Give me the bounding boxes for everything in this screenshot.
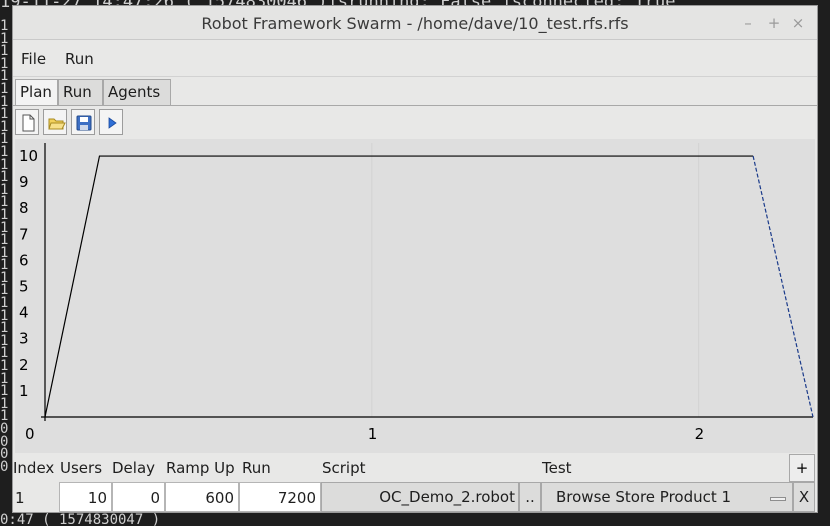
rampup-input[interactable]: 600 [165, 482, 239, 512]
scenario-chart: 1 2 3 4 5 6 7 8 9 10 0 1 2 [15, 139, 815, 453]
row-index: 1 [15, 489, 25, 507]
menu-file[interactable]: File [21, 50, 47, 68]
plan-panel: 1 2 3 4 5 6 7 8 9 10 0 1 2 Index Users Delay Ramp Up… [13, 105, 817, 513]
x-tick-label: 1 [368, 425, 378, 443]
y-tick-label: 5 [19, 278, 29, 296]
y-tick-label: 9 [19, 173, 29, 191]
series-line-rampdown [752, 155, 814, 418]
select-indicator-icon [770, 497, 786, 501]
y-tick-label: 7 [19, 225, 29, 243]
menu-run[interactable]: Run [65, 50, 94, 68]
header-users: Users [60, 459, 103, 477]
y-tick-label: 8 [19, 199, 29, 217]
new-button[interactable] [15, 109, 39, 135]
grid-header: Index Users Delay Ramp Up Run Script Tes… [13, 453, 817, 482]
table-row: 1 10 0 600 7200 OC_Demo_2.robot .. Brows… [13, 481, 817, 513]
x-tick-label: 0 [25, 425, 35, 443]
save-disk-icon [76, 115, 92, 131]
script-file-button[interactable]: OC_Demo_2.robot [321, 482, 519, 512]
close-button[interactable]: × [791, 14, 805, 32]
run-button[interactable] [99, 109, 123, 135]
title-bar[interactable]: Robot Framework Swarm - /home/dave/10_te… [13, 6, 817, 40]
header-delay: Delay [112, 459, 156, 477]
delay-input[interactable]: 0 [112, 482, 165, 512]
new-file-icon [22, 114, 35, 132]
y-tick-label: 6 [19, 251, 29, 269]
terminal-gutter: 1 1 1 1 1 1 1 1 1 1 1 1 1 1 1 1 1 1 1 1 … [0, 18, 9, 475]
y-tick-label: 10 [19, 147, 38, 165]
add-row-button[interactable]: + [789, 454, 815, 482]
y-tick-label: 1 [19, 382, 29, 400]
app-window: Robot Framework Swarm - /home/dave/10_te… [12, 5, 818, 513]
y-tick-label: 3 [19, 330, 29, 348]
y-tick-label: 2 [19, 356, 29, 374]
header-test: Test [542, 459, 572, 477]
save-button[interactable] [71, 109, 95, 135]
series-line-plan [44, 155, 754, 418]
header-index: Index [13, 459, 55, 477]
open-folder-icon [48, 118, 66, 130]
window-title: Robot Framework Swarm - /home/dave/10_te… [201, 14, 629, 33]
chart-canvas: 1 2 3 4 5 6 7 8 9 10 0 1 2 [19, 143, 814, 443]
minimize-button[interactable]: – [744, 14, 752, 32]
tab-run[interactable]: Run [58, 79, 103, 105]
tab-plan[interactable]: Plan [15, 79, 58, 106]
test-select-value: Browse Store Product 1 [556, 488, 732, 506]
remove-row-button[interactable]: X [793, 482, 815, 512]
run-input[interactable]: 7200 [239, 482, 321, 512]
tab-agents[interactable]: Agents [103, 79, 171, 105]
users-input[interactable]: 10 [59, 482, 112, 512]
x-tick-label: 2 [695, 425, 705, 443]
header-script: Script [322, 459, 366, 477]
header-run: Run [242, 459, 271, 477]
maximize-button[interactable]: + [767, 14, 781, 32]
test-select[interactable]: Browse Store Product 1 [541, 482, 793, 512]
y-tick-label: 4 [19, 304, 29, 322]
browse-script-button[interactable]: .. [519, 482, 541, 512]
menu-bar: File Run [13, 41, 817, 77]
terminal-bottom-line: 0:47 ( 1574830047 ) [0, 512, 161, 526]
open-button[interactable] [43, 109, 67, 135]
header-rampup: Ramp Up [166, 459, 235, 477]
play-icon [108, 117, 117, 129]
